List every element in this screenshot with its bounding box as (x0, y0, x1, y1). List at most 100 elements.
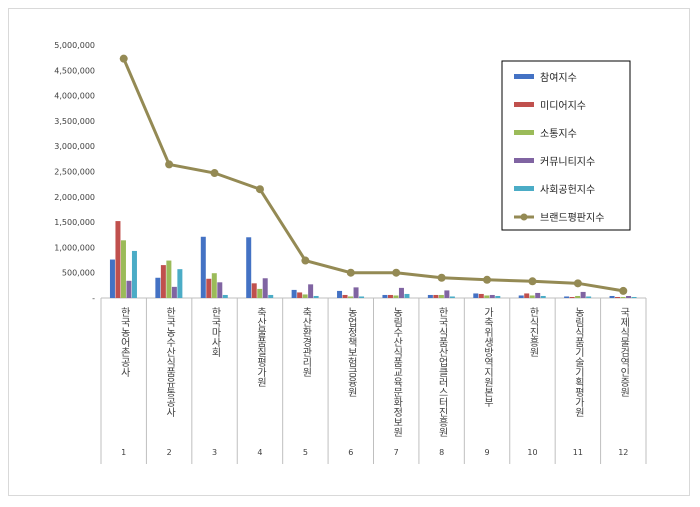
category-label: 국제식물검역인증원 (618, 307, 630, 397)
bar (473, 293, 479, 298)
bar (626, 295, 632, 298)
legend-swatch (514, 186, 534, 191)
category-label: 한국농어촌공사 (118, 307, 130, 378)
bar (200, 236, 206, 298)
bar (268, 294, 274, 298)
category-label: 한국마사회 (209, 307, 221, 358)
line-point (573, 279, 582, 288)
bar (404, 293, 410, 298)
bar (308, 284, 314, 298)
line-series (122, 58, 624, 293)
legend-swatch (514, 130, 534, 135)
bar (251, 283, 257, 298)
y-tick-label: 1,500,000 (54, 218, 95, 227)
y-tick-label: 2,500,000 (54, 168, 95, 177)
bar (449, 296, 455, 298)
bar (540, 295, 546, 298)
y-tick-label: 4,000,000 (54, 92, 95, 101)
bar (313, 295, 319, 298)
legend-label: 사회공헌지수 (540, 184, 595, 196)
category-label: 가축위생방역지원본부 (482, 307, 494, 408)
bar (246, 237, 252, 298)
y-tick-label: 1,000,000 (54, 243, 95, 252)
bar (438, 294, 444, 298)
bar (291, 289, 297, 298)
bar (620, 296, 626, 298)
bar (433, 294, 439, 298)
bar (518, 295, 524, 298)
bar (115, 221, 121, 298)
line-point (483, 275, 492, 284)
bar (155, 277, 161, 298)
y-tick-label: 3,500,000 (54, 117, 95, 126)
line-point (437, 273, 446, 282)
bar (484, 295, 490, 298)
bar (177, 269, 183, 298)
category-index-label: 12 (618, 448, 628, 457)
y-tick-label: 5,000,000 (54, 41, 95, 50)
bar (631, 296, 637, 298)
y-tick-label: 3,000,000 (54, 142, 95, 151)
category-label: 한국식품산업클러스터진흥원 (436, 307, 448, 437)
bar (171, 286, 177, 298)
line-point (528, 277, 537, 286)
bar (524, 293, 530, 298)
bar (222, 294, 228, 298)
legend-swatch (514, 102, 534, 107)
line-point (346, 268, 355, 277)
legend-box (501, 60, 631, 231)
bar (569, 296, 575, 298)
bar (297, 292, 303, 298)
category-index-label: 1 (121, 448, 126, 457)
y-tick-label: - (92, 294, 95, 303)
y-tick-label: 500,000 (62, 269, 95, 278)
bar (166, 260, 172, 298)
bar (211, 273, 217, 298)
category-index-label: 11 (573, 448, 583, 457)
legend-marker (520, 213, 528, 221)
line-point (392, 268, 401, 277)
category-index-label: 4 (257, 448, 262, 457)
bar (478, 293, 484, 298)
legend-label: 참여지수 (540, 72, 577, 84)
bar (586, 296, 592, 298)
bar (564, 296, 570, 298)
bar (427, 294, 433, 298)
bar (398, 287, 404, 298)
category-label: 축산환경관리원 (300, 307, 312, 377)
bar (359, 296, 365, 298)
bar (131, 250, 137, 298)
bar (615, 296, 621, 298)
category-label: 한국농수산식품유통공사 (164, 307, 176, 418)
bar (393, 295, 399, 298)
category-index-label: 10 (527, 448, 537, 457)
bar (353, 287, 359, 298)
category-label: 축산물품질평가원 (254, 307, 266, 387)
bar (529, 295, 535, 298)
category-label: 농림식품기술기획평가원 (572, 307, 584, 417)
category-index-label: 6 (348, 448, 353, 457)
category-label: 농업정책보험금융원 (345, 307, 357, 397)
line-point (255, 185, 264, 194)
bar (302, 294, 308, 298)
bar (262, 278, 268, 298)
bar (257, 288, 263, 298)
bar (387, 294, 393, 298)
bar (342, 294, 348, 298)
category-index-label: 7 (394, 448, 399, 457)
bar (109, 259, 115, 298)
bar (206, 278, 212, 298)
bar (348, 296, 354, 298)
bar (382, 294, 388, 298)
bar (609, 295, 615, 298)
legend-label: 브랜드평판지수 (540, 212, 604, 224)
bar (217, 282, 223, 298)
bar (495, 295, 501, 298)
y-tick-label: 2,000,000 (54, 193, 95, 202)
legend-label: 소통지수 (540, 128, 577, 140)
line-point (210, 169, 219, 178)
line-point (619, 286, 628, 295)
category-label: 농림수산식품교육문화정보원 (391, 307, 403, 437)
legend-swatch (514, 158, 534, 163)
bar (120, 240, 126, 298)
